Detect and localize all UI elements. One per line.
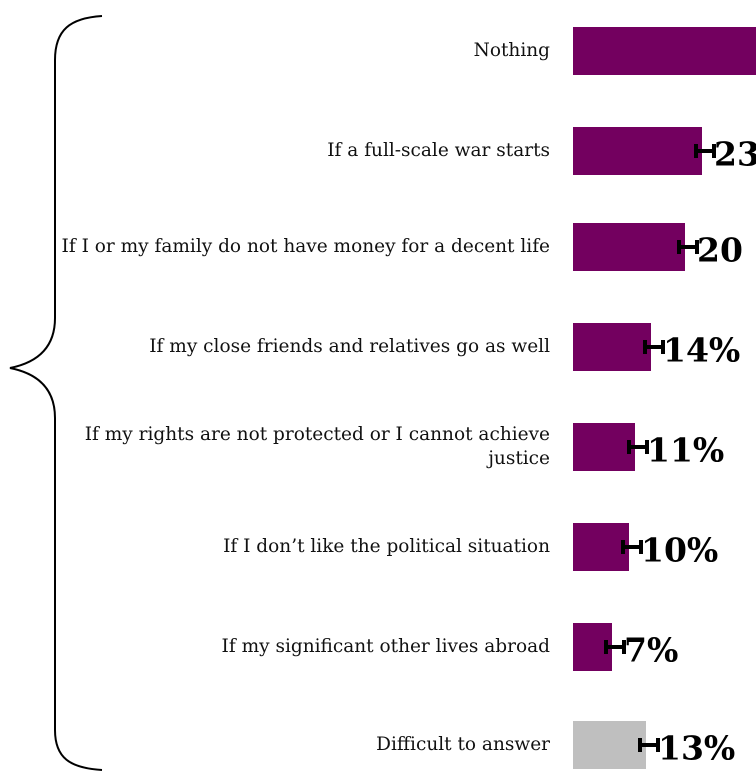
error-bar — [604, 640, 626, 654]
error-bar-capr — [622, 640, 626, 654]
error-bar-line — [643, 345, 665, 349]
error-bar-capl — [627, 440, 631, 454]
category-label: If I or my family do not have money for … — [61, 236, 550, 257]
category-label: If my close friends and relatives go as … — [149, 336, 550, 357]
category-label: If my significant other lives abroad — [221, 636, 550, 657]
error-bar — [643, 340, 665, 354]
bar — [573, 423, 635, 471]
error-bar-capr — [656, 738, 660, 752]
value-label: 23 — [714, 134, 756, 174]
error-bar — [694, 144, 716, 158]
error-bar-capr — [661, 340, 665, 354]
error-bar — [627, 440, 649, 454]
brace-path — [9, 15, 103, 771]
category-label: If I don’t like the political situation — [223, 536, 550, 557]
error-bar — [638, 738, 660, 752]
error-bar-capl — [604, 640, 608, 654]
bar — [573, 523, 629, 571]
error-bar-capl — [677, 240, 681, 254]
value-label: 11% — [647, 430, 725, 470]
bar — [573, 721, 646, 769]
error-bar-capr — [695, 240, 699, 254]
error-bar-capl — [638, 738, 642, 752]
error-bar-line — [627, 445, 649, 449]
value-label: 7% — [624, 630, 679, 670]
category-label: If a full-scale war starts — [327, 140, 550, 161]
value-label: 10% — [641, 530, 719, 570]
error-bar-line — [677, 245, 699, 249]
error-bar-capl — [643, 340, 647, 354]
category-label: Difficult to answer — [376, 734, 550, 755]
category-label: If my rights are not protected or I cann… — [84, 424, 550, 469]
value-label: 14% — [663, 330, 741, 370]
error-bar-line — [621, 545, 643, 549]
error-bar — [621, 540, 643, 554]
bar — [573, 127, 702, 175]
bar — [573, 27, 756, 75]
value-label: 20 — [697, 230, 743, 270]
error-bar — [677, 240, 699, 254]
bar — [573, 323, 651, 371]
error-bar-line — [604, 645, 626, 649]
error-bar-line — [694, 149, 716, 153]
value-label: 13% — [658, 728, 736, 768]
bar — [573, 223, 685, 271]
error-bar-capl — [694, 144, 698, 158]
grouping-brace — [9, 15, 103, 771]
error-bar-capr — [645, 440, 649, 454]
error-bar-capr — [639, 540, 643, 554]
error-bar-capl — [621, 540, 625, 554]
error-bar-capr — [712, 144, 716, 158]
category-label: Nothing — [473, 40, 550, 61]
error-bar-line — [638, 743, 660, 747]
